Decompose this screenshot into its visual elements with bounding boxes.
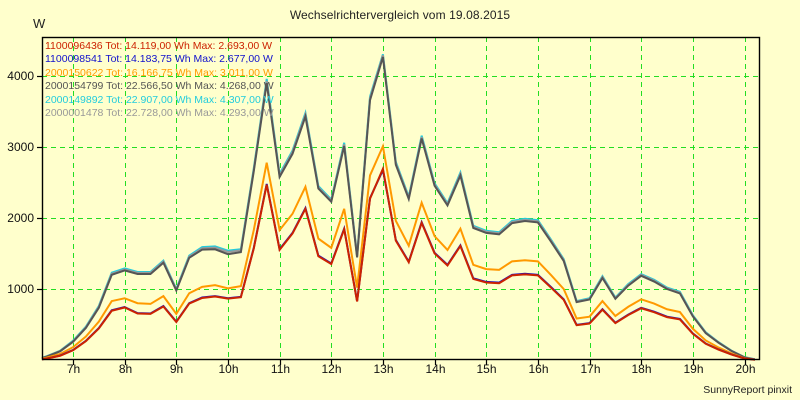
series-line	[41, 165, 755, 361]
x-axis-tick-label: 11h	[270, 362, 291, 376]
y-axis-tick-label: 4000	[7, 68, 34, 83]
plot-frame	[41, 36, 761, 361]
x-axis-tick-label: 15h	[476, 362, 497, 376]
y-axis-tick-label: 3000	[7, 139, 34, 154]
y-axis-unit-label: W	[33, 16, 46, 31]
x-axis-tick-label: 19h	[683, 362, 704, 376]
footer-credit: SunnyReport pinxit	[703, 384, 792, 396]
x-axis-tick-label: 17h	[580, 362, 601, 376]
x-axis-tick-label: 9h	[169, 362, 184, 376]
x-axis-tick-label: 8h	[118, 362, 133, 376]
y-axis-tick-label: 1000	[7, 281, 34, 296]
x-axis-tick-label: 12h	[321, 362, 342, 376]
x-axis-tick-label: 13h	[373, 362, 394, 376]
page-title: Wechselrichtervergleich vom 19.08.2015	[289, 8, 511, 22]
series-line	[41, 142, 755, 361]
x-axis-tick-label: 14h	[425, 362, 446, 376]
series-line	[41, 56, 756, 361]
y-axis-tick-label: 2000	[7, 210, 34, 225]
x-axis-tick-label: 18h	[631, 362, 652, 376]
x-axis-tick-label: 20h	[735, 362, 756, 376]
x-axis-tick-label: 10h	[218, 362, 239, 376]
x-axis-tick-label: 16h	[528, 362, 549, 376]
x-axis-tick-label: 7h	[66, 362, 81, 376]
